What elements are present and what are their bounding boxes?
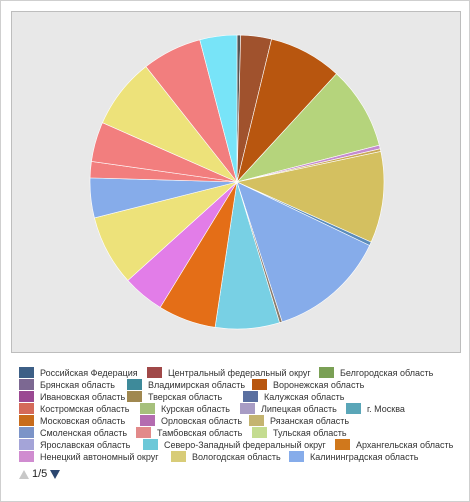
legend-swatch bbox=[335, 439, 350, 450]
legend-label: Курская область bbox=[161, 404, 230, 414]
legend-item[interactable]: Ивановская область bbox=[19, 391, 125, 403]
legend-label: Белгородская область bbox=[340, 368, 434, 378]
legend-swatch bbox=[243, 391, 258, 402]
legend-item[interactable]: Владимирская область bbox=[127, 379, 245, 391]
legend-label: Вологодская область bbox=[192, 452, 281, 462]
pager-down-arrow-icon[interactable] bbox=[50, 469, 61, 479]
legend-label: Архангельская область bbox=[356, 440, 454, 450]
legend-label: Орловская область bbox=[161, 416, 243, 426]
legend-pager: 1/5 bbox=[19, 467, 61, 481]
legend-label: Липецкая область bbox=[261, 404, 337, 414]
legend-swatch bbox=[19, 403, 34, 414]
legend-item[interactable]: Тульская область bbox=[252, 427, 347, 439]
legend-swatch bbox=[19, 439, 34, 450]
pie-slice-7[interactable] bbox=[236, 151, 385, 243]
pie-slice-4[interactable] bbox=[236, 73, 380, 183]
legend-swatch bbox=[252, 427, 267, 438]
legend-item[interactable]: Брянская область bbox=[19, 379, 115, 391]
legend-item[interactable]: Российская Федерация bbox=[19, 367, 138, 379]
legend-swatch bbox=[19, 427, 34, 438]
legend-label: Центральный федеральный округ bbox=[168, 368, 311, 378]
legend-swatch bbox=[19, 379, 34, 390]
legend-swatch bbox=[19, 451, 34, 462]
legend-item[interactable]: Воронежская область bbox=[252, 379, 364, 391]
legend-label: Северо-Западный федеральный округ bbox=[164, 440, 326, 450]
legend-label: Тамбовская область bbox=[157, 428, 243, 438]
legend-item[interactable]: Костромская область bbox=[19, 403, 129, 415]
legend-item[interactable]: Тамбовская область bbox=[136, 427, 242, 439]
legend-item[interactable]: Белгородская область bbox=[319, 367, 433, 379]
legend-label: Владимирская область bbox=[148, 380, 246, 390]
legend-label: Костромская область bbox=[40, 404, 130, 414]
legend-item[interactable]: Северо-Западный федеральный округ bbox=[143, 439, 326, 451]
legend-label: Тверская область bbox=[148, 392, 223, 402]
legend-label: Калужская область bbox=[264, 392, 345, 402]
plot-area bbox=[11, 11, 461, 353]
legend-swatch bbox=[249, 415, 264, 426]
legend-swatch bbox=[240, 403, 255, 414]
legend-swatch bbox=[140, 415, 155, 426]
legend-item[interactable]: Архангельская область bbox=[335, 439, 453, 451]
legend-swatch bbox=[289, 451, 304, 462]
legend-swatch bbox=[252, 379, 267, 390]
legend-label: Российская Федерация bbox=[40, 368, 138, 378]
legend-label: Смоленская область bbox=[40, 428, 128, 438]
pie-slice-20[interactable] bbox=[199, 34, 238, 183]
legend-swatch bbox=[19, 415, 34, 426]
legend-item[interactable]: г. Москва bbox=[346, 403, 405, 415]
pie-slice-9[interactable] bbox=[236, 181, 370, 323]
legend-swatch bbox=[19, 367, 34, 378]
legend-label: Калининградская область bbox=[310, 452, 419, 462]
legend-item[interactable]: Липецкая область bbox=[240, 403, 337, 415]
legend-item[interactable]: Орловская область bbox=[140, 415, 242, 427]
legend-label: Московская область bbox=[40, 416, 126, 426]
pager-text: 1/5 bbox=[32, 468, 48, 480]
legend-label: Брянская область bbox=[40, 380, 115, 390]
legend-label: Ярославская область bbox=[40, 440, 131, 450]
legend-swatch bbox=[127, 391, 142, 402]
legend-item[interactable]: Рязанская область bbox=[249, 415, 349, 427]
legend-item[interactable]: Ярославская область bbox=[19, 439, 130, 451]
legend-item[interactable]: Калужская область bbox=[243, 391, 344, 403]
legend-swatch bbox=[127, 379, 142, 390]
legend-item[interactable]: Центральный федеральный округ bbox=[147, 367, 311, 379]
legend-label: Ненецкий автономный округ bbox=[40, 452, 159, 462]
legend-swatch bbox=[171, 451, 186, 462]
legend-swatch bbox=[147, 367, 162, 378]
legend-item[interactable]: Курская область bbox=[140, 403, 230, 415]
legend-item[interactable]: Калининградская область bbox=[289, 451, 418, 463]
pie-chart bbox=[89, 34, 385, 330]
legend-item[interactable]: Вологодская область bbox=[171, 451, 281, 463]
legend-item[interactable]: Московская область bbox=[19, 415, 125, 427]
legend-swatch bbox=[136, 427, 151, 438]
legend-swatch bbox=[143, 439, 158, 450]
legend-item[interactable]: Ненецкий автономный округ bbox=[19, 451, 159, 463]
legend-swatch bbox=[319, 367, 334, 378]
legend-swatch bbox=[19, 391, 34, 402]
legend-label: Тульская область bbox=[273, 428, 347, 438]
legend-label: Рязанская область bbox=[270, 416, 350, 426]
legend-label: Ивановская область bbox=[40, 392, 126, 402]
legend-item[interactable]: Тверская область bbox=[127, 391, 222, 403]
legend-swatch bbox=[346, 403, 361, 414]
pager-up-arrow-icon[interactable] bbox=[19, 469, 29, 479]
legend-label: Воронежская область bbox=[273, 380, 365, 390]
legend-swatch bbox=[140, 403, 155, 414]
legend: Российская Федерация Центральный федераль… bbox=[19, 367, 459, 463]
legend-label: г. Москва bbox=[367, 404, 405, 414]
legend-item[interactable]: Смоленская область bbox=[19, 427, 127, 439]
